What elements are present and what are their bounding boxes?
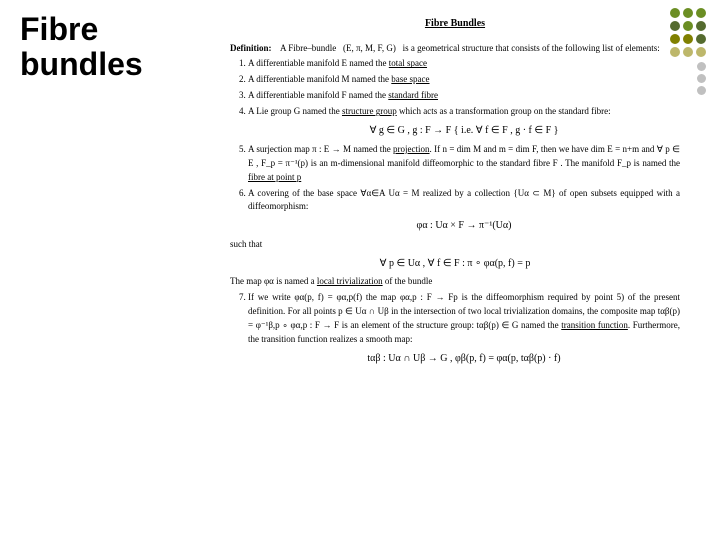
title-line-2: bundles <box>20 47 143 82</box>
list-item: A differentiable manifold F named the st… <box>248 89 680 103</box>
decor-dots-extra <box>697 62 706 95</box>
dot-icon <box>697 74 706 83</box>
list-item: A differentiable manifold M named the ba… <box>248 73 680 87</box>
formula: ∀ p ∈ Uα , ∀ f ∈ F : π ∘ φα(p, f) = p <box>230 256 680 272</box>
def-tuple: (E, π, M, F, G) <box>343 43 396 53</box>
list-item: A differentiable manifold E named the to… <box>248 57 680 71</box>
dot-icon <box>697 62 706 71</box>
list-item: A surjection map π : E → M named the pro… <box>248 143 680 185</box>
formula: tαβ : Uα ∩ Uβ → G , φβ(p, f) = φα(p, tαβ… <box>248 351 680 367</box>
dot-icon <box>683 8 693 18</box>
dot-icon <box>696 47 706 57</box>
dot-icon <box>683 21 693 31</box>
formula: φα : Uα × F → π⁻¹(Uα) <box>248 218 680 234</box>
dot-icon <box>696 8 706 18</box>
definition-intro: Definition: A Fibre–bundle (E, π, M, F, … <box>230 42 680 56</box>
def-text-a: A Fibre–bundle <box>280 43 336 53</box>
dot-icon <box>683 47 693 57</box>
def-text-b: is a geometrical structure that consists… <box>403 43 660 53</box>
dot-icon <box>697 86 706 95</box>
list-item: A Lie group G named the structure group … <box>248 105 680 138</box>
dot-icon <box>696 21 706 31</box>
document-body: Fibre Bundles Definition: A Fibre–bundle… <box>230 16 680 371</box>
dot-icon <box>696 34 706 44</box>
title-line-1: Fibre <box>20 12 143 47</box>
doc-title: Fibre Bundles <box>230 16 680 32</box>
such-that: such that <box>230 238 680 252</box>
def-label: Definition: <box>230 43 272 53</box>
local-triv: The map φα is named a local trivializati… <box>230 275 680 289</box>
list-item: A covering of the base space ∀α∈A Uα = M… <box>248 187 680 234</box>
dot-icon <box>683 34 693 44</box>
definition-list: A differentiable manifold E named the to… <box>248 57 680 233</box>
list-item: If we write φα(p, f) = φα,p(f) the map φ… <box>248 291 680 366</box>
formula: ∀ g ∈ G , g : F → F { i.e. ∀ f ∈ F , g ·… <box>248 123 680 139</box>
definition-list-cont: If we write φα(p, f) = φα,p(f) the map φ… <box>248 291 680 366</box>
slide-title: Fibre bundles <box>20 12 143 82</box>
